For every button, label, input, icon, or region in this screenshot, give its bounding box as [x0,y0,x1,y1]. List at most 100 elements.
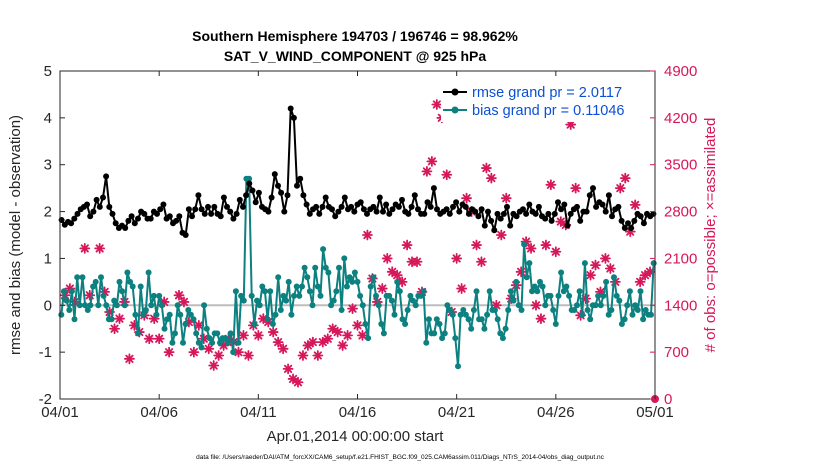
bias-point [349,278,356,285]
bias-point [603,278,610,285]
bias-point [251,321,258,327]
bias-point [169,339,176,346]
bias-point [267,288,274,295]
obs-count-point [352,319,363,331]
obs-count-point [94,242,106,254]
rmse-point [322,194,329,201]
rmse-point [551,210,558,217]
legend-bias-label: bias grand pr = 0.11046 [472,103,625,119]
bias-point [537,278,543,285]
obs-count-point [550,246,562,258]
obs-count-point [614,182,626,194]
bias-point [261,288,268,295]
y-axis-ticks: -2 -1 0 1 2 3 4 5 [39,63,65,408]
rmse-point [306,210,313,217]
bias-point [182,321,189,327]
obs-count-point [193,319,205,331]
bias-point [111,297,118,304]
rmse-point [443,206,450,213]
rmse-point [561,201,568,208]
bias-point [613,292,620,299]
rmse-point [577,217,584,224]
rmse-point [456,208,463,215]
rmse-point [255,189,262,196]
rmse-point [157,206,164,213]
bias-point [375,302,382,309]
obs-count-point [307,336,319,348]
rmse-point [399,196,405,203]
legend: rmse grand pr = 2.0117 bias grand pr = 0… [441,83,647,122]
bias-point [388,297,395,304]
rmse-point [182,232,189,238]
bias-point [172,330,178,337]
bias-point [248,292,255,299]
obs-count-point [639,269,651,281]
bias-point [470,307,477,313]
bias-point [534,288,541,295]
obs-count-point [337,340,349,351]
obs-count-point [252,330,264,341]
bias-point [518,307,525,313]
bias-point [473,288,480,295]
bias-point [351,269,358,276]
x-tick-label: 04/11 [240,404,276,421]
bias-point [259,283,266,290]
rmse-point [453,199,460,206]
bias-point [190,316,197,323]
bias-point [370,274,377,281]
bias-point [399,316,406,323]
obs-count-point [585,269,596,281]
bias-point [441,330,448,337]
bias-point [304,274,311,281]
rmse-point [462,203,469,210]
rmse-point [112,220,119,227]
bias-point [391,311,398,318]
bias-point [592,302,599,309]
rmse-point [122,225,129,231]
obs-count-point [456,283,468,294]
bias-point [121,302,128,309]
rmse-point [593,203,600,210]
obs-count-point [530,299,542,311]
bias-point [291,292,297,299]
bias-point [333,288,340,295]
bias-point [362,321,369,327]
bias-point [314,283,321,290]
bias-point [547,292,554,299]
bias-point [404,307,411,313]
bias-point [574,302,580,309]
rmse-point [370,203,377,210]
bias-point [455,363,461,370]
rmse-point [131,220,138,227]
obs-count-point [272,336,284,348]
y2-tick-label: 0 [664,391,672,408]
y2-tick-label: 3500 [664,157,697,174]
bias-point [418,292,424,299]
bias-point [378,321,385,327]
bias-point [84,307,91,313]
bias-point [317,292,324,299]
chart-title-line2: SAT_V_WIND_COMPONENT @ 925 hPa [224,48,487,64]
rmse-point [450,203,456,210]
obs-count-point [163,346,175,358]
obs-count-point [312,350,324,361]
obs-count-point [426,155,438,167]
bias-point [386,292,393,299]
rmse-point [421,210,428,217]
bias-point [584,307,591,313]
y2-tick-label: 2100 [664,250,697,267]
rmse-point [446,210,453,217]
bias-point [113,302,120,309]
bias-point [92,278,99,285]
bias-point [116,278,123,285]
rmse-point [494,210,501,217]
rmse-point [109,210,116,217]
y-tick-label: 1 [44,250,52,267]
bias-point [552,321,559,327]
rmse-point [395,203,402,210]
bias-point [272,311,279,318]
bias-point [76,302,83,309]
bias-point [227,330,234,337]
y-axis-label: rmse and bias (model - observation) [7,115,24,355]
bias-point [299,283,305,290]
